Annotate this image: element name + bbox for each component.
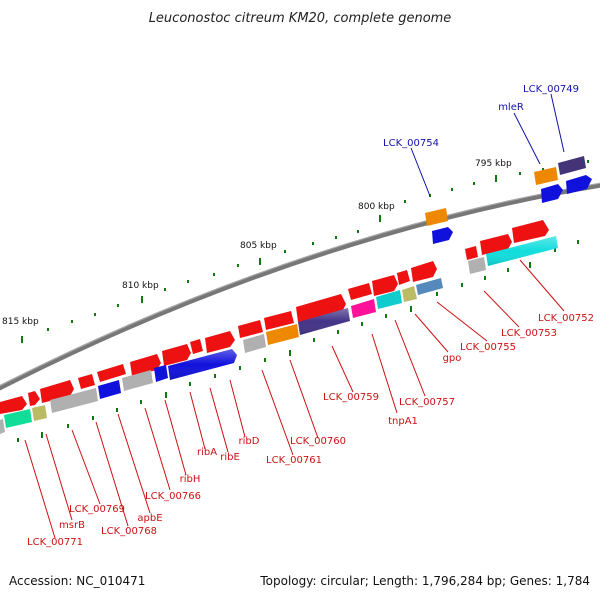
label-tnpA1: tnpA1 — [388, 416, 418, 427]
label-lck-00761: LCK_00761 — [266, 455, 322, 466]
leader-lines-below — [24, 259, 565, 539]
label-ribH: ribH — [180, 474, 201, 485]
topology-text: Topology: circular; Length: 1,796,284 bp… — [259, 574, 590, 588]
scale-ticks — [21, 160, 589, 343]
label-ribD: ribD — [239, 436, 260, 447]
gene-blue-1 — [566, 175, 592, 194]
scale-label-805: 805 kbp — [240, 241, 277, 251]
label-lck-00768: LCK_00768 — [101, 526, 157, 537]
accession-text: Accession: NC_010471 — [9, 574, 145, 588]
label-lck-00757: LCK_00757 — [399, 397, 455, 408]
label-apbE: apbE — [137, 513, 162, 524]
label-lck-00752: LCK_00752 — [538, 313, 594, 324]
scale-label-815: 815 kbp — [2, 317, 39, 327]
label-mleR: mleR — [498, 102, 524, 113]
leader-lines-above — [410, 93, 565, 197]
label-lck-00771: LCK_00771 — [27, 537, 83, 548]
map-title: Leuconostoc citreum KM20, complete genom… — [149, 11, 452, 26]
label-ribE: ribE — [220, 452, 240, 463]
scale-label-795: 795 kbp — [475, 159, 512, 169]
label-lck-00754: LCK_00754 — [383, 138, 439, 149]
gene-lck-00754 — [425, 208, 448, 226]
label-lck-00749: LCK_00749 — [523, 84, 579, 95]
gene-lck-00749 — [558, 156, 586, 175]
forward-track — [0, 220, 549, 414]
label-ribA: ribA — [197, 447, 217, 458]
label-lck-00759: LCK_00759 — [323, 392, 379, 403]
gene-blue-3 — [432, 227, 453, 244]
genome-backbone — [0, 182, 600, 391]
upper-genes — [425, 156, 592, 244]
scale-label-810: 810 kbp — [122, 281, 159, 291]
gene-blue-2 — [541, 184, 563, 203]
label-msrB: msrB — [59, 520, 85, 531]
label-lck-00755: LCK_00755 — [460, 342, 516, 353]
scale-label-800: 800 kbp — [358, 202, 395, 212]
label-gpo: gpo — [443, 353, 462, 364]
gene-mleR — [534, 167, 558, 185]
label-lck-00760: LCK_00760 — [290, 436, 346, 447]
label-lck-00766: LCK_00766 — [145, 491, 201, 502]
label-lck-00769: LCK_00769 — [69, 504, 125, 515]
label-lck-00753: LCK_00753 — [501, 328, 557, 339]
